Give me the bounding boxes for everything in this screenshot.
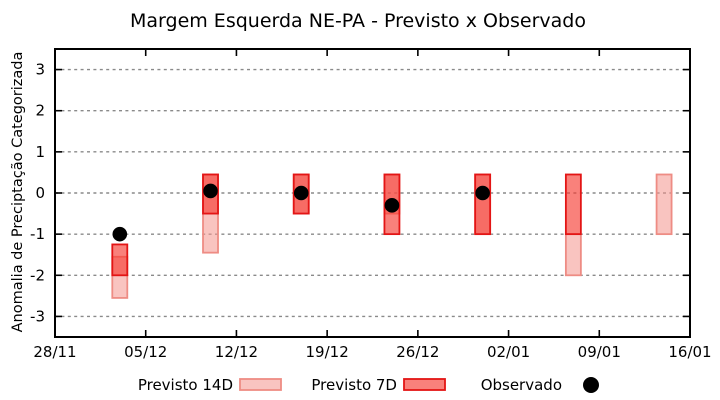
y-tick-label: -2 xyxy=(30,266,45,284)
y-tick-label: 2 xyxy=(35,102,45,120)
x-tick-label: 16/01 xyxy=(668,343,711,361)
observado-points xyxy=(112,183,490,242)
x-tick-label: 12/12 xyxy=(215,343,258,361)
y-tick-label: 3 xyxy=(35,61,45,79)
x-tick-label: 19/12 xyxy=(306,343,349,361)
x-tick-label: 05/12 xyxy=(124,343,167,361)
legend-observado-dot-icon xyxy=(583,377,599,393)
x-tick-label: 09/01 xyxy=(578,343,621,361)
y-axis-label: Anomalia de Preciptação Categorizada xyxy=(10,52,26,333)
legend-label-previsto-7d: Previsto 7D xyxy=(311,376,397,394)
observado-point xyxy=(203,183,218,199)
legend: Previsto 14D Previsto 7D Observado xyxy=(138,376,599,394)
y-tick-label: -1 xyxy=(30,225,45,243)
previsto-7d-bar xyxy=(564,173,582,236)
observado-point xyxy=(112,226,128,242)
observado-point xyxy=(475,185,490,201)
tick-labels: 28/11 05/12 12/12 19/12 26/12 02/01 09/01 16/01… xyxy=(30,61,712,361)
x-tick-label: 28/11 xyxy=(33,343,76,361)
legend-swatch-previsto-14d-icon xyxy=(239,378,282,391)
legend-label-previsto-14d: Previsto 14D xyxy=(138,376,233,394)
observado-point xyxy=(293,185,309,201)
previsto-14d-bar xyxy=(655,173,673,236)
plot-frame xyxy=(54,48,691,338)
previsto-14d-bar xyxy=(564,233,582,277)
previsto-7d-bar xyxy=(111,243,129,277)
chart-title: Margem Esquerda NE-PA - Previsto x Obser… xyxy=(130,10,586,32)
observado-point xyxy=(384,198,400,213)
y-tick-label: 1 xyxy=(35,143,45,161)
y-tick-label: -3 xyxy=(30,307,45,325)
gridlines xyxy=(55,68,690,318)
x-tick-label: 26/12 xyxy=(396,343,439,361)
y-tick-label: 0 xyxy=(35,184,45,202)
legend-swatch-previsto-7d-icon xyxy=(403,378,446,391)
previsto-7d-bar xyxy=(474,173,492,236)
x-tick-label: 02/01 xyxy=(487,343,530,361)
legend-label-observado: Observado xyxy=(481,376,562,394)
